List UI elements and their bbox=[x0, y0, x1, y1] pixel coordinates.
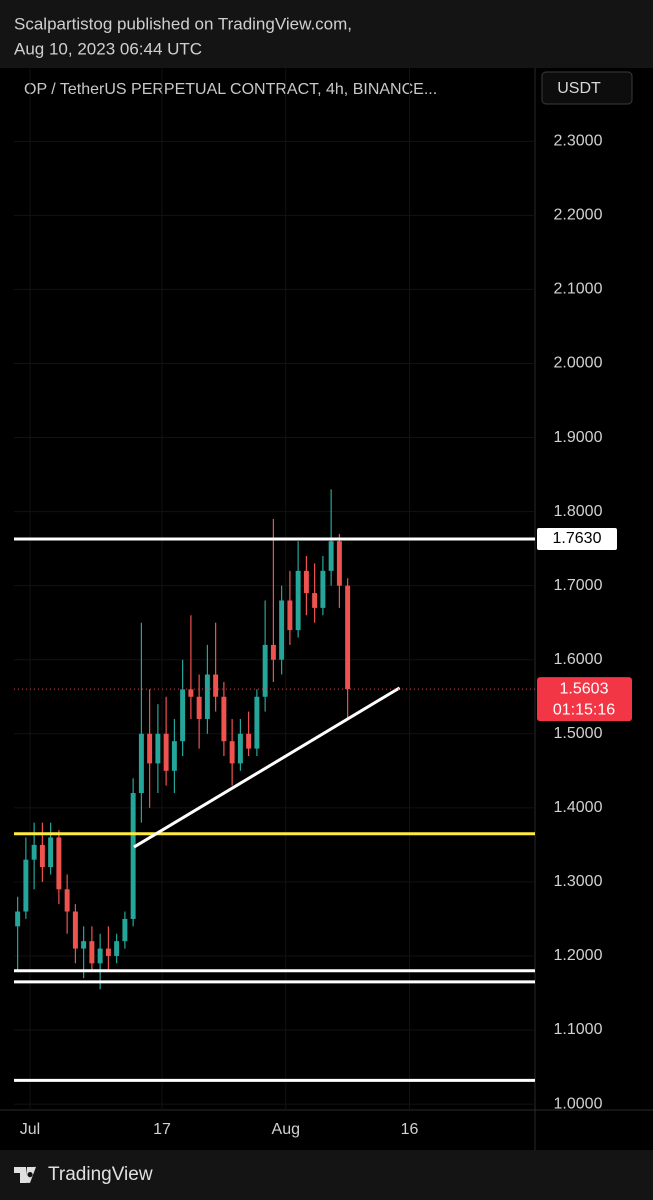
candle-body bbox=[114, 941, 120, 956]
price-label: 1.7630 bbox=[553, 530, 602, 547]
candle-body bbox=[15, 911, 21, 927]
candle-body bbox=[97, 948, 103, 964]
currency-button[interactable] bbox=[541, 71, 633, 105]
candle-body bbox=[48, 837, 54, 868]
y-tick-label: 2.2000 bbox=[554, 207, 603, 224]
candle-body bbox=[130, 793, 136, 919]
y-tick-label: 1.6000 bbox=[554, 651, 603, 668]
candle-body bbox=[303, 570, 309, 594]
y-tick-label: 2.0000 bbox=[554, 355, 603, 372]
candle-body bbox=[213, 674, 219, 697]
chart-panel bbox=[0, 68, 653, 1150]
publish-date: Aug 10, 2023 06:44 UTC bbox=[14, 39, 202, 58]
candle-body bbox=[287, 600, 293, 631]
axes: 1.0000 1.1000 1.2000 1.3000 1.4000 1.5000 1.60… bbox=[20, 133, 632, 1138]
candle-body bbox=[279, 600, 285, 660]
candle-body bbox=[320, 570, 326, 608]
candle-body bbox=[138, 733, 144, 794]
y-tick-label: 1.0000 bbox=[554, 1095, 603, 1112]
candle-body bbox=[39, 844, 45, 868]
candle-body bbox=[270, 644, 276, 660]
candle-body bbox=[345, 585, 351, 690]
brand: TradingView bbox=[48, 1164, 153, 1185]
candle-body bbox=[89, 941, 95, 964]
candle-body bbox=[180, 689, 186, 742]
candle-body bbox=[295, 570, 301, 631]
candle-body bbox=[155, 733, 161, 764]
x-tick-label: 17 bbox=[153, 1121, 171, 1138]
candle-body bbox=[221, 696, 227, 742]
y-tick-label: 1.1000 bbox=[554, 1021, 603, 1038]
plot-area bbox=[14, 68, 535, 1110]
candle-body bbox=[204, 674, 210, 719]
y-tick-label: 2.1000 bbox=[554, 281, 603, 298]
y-tick-label: 1.2000 bbox=[554, 947, 603, 964]
candle-body bbox=[72, 911, 78, 949]
candle-body bbox=[254, 696, 260, 749]
y-tick-label: 1.4000 bbox=[554, 799, 603, 816]
publisher-line: Scalpartistog published on TradingView.c… bbox=[14, 14, 352, 33]
y-tick-label: 1.8000 bbox=[554, 503, 603, 520]
candle-body bbox=[312, 593, 318, 608]
candle-body bbox=[336, 541, 342, 586]
last-price-box bbox=[537, 677, 632, 722]
x-tick-label: Aug bbox=[272, 1121, 300, 1138]
candle-body bbox=[147, 733, 153, 764]
y-tick-label: 1.7000 bbox=[554, 577, 603, 594]
candle-body bbox=[237, 733, 243, 764]
candle-body bbox=[105, 948, 111, 956]
last-price-label: 1.5603 bbox=[560, 680, 609, 697]
currency-label[interactable]: USDT bbox=[557, 80, 601, 97]
logo bbox=[14, 1166, 36, 1183]
candle-body bbox=[23, 859, 29, 912]
candle-body bbox=[188, 689, 194, 697]
y-tick-label: 1.5000 bbox=[554, 725, 603, 742]
candle-body bbox=[122, 918, 128, 942]
price-label-box bbox=[537, 528, 617, 551]
x-tick-label: 16 bbox=[401, 1121, 419, 1138]
y-tick-label: 1.9000 bbox=[554, 429, 603, 446]
countdown-label: 01:15:16 bbox=[553, 701, 615, 718]
candle-body bbox=[328, 541, 334, 571]
candle-body bbox=[64, 889, 70, 912]
y-tick-label: 2.3000 bbox=[554, 133, 603, 150]
trend-line bbox=[133, 686, 401, 849]
y-tick-label: 1.3000 bbox=[554, 873, 603, 890]
x-tick-label: Jul bbox=[20, 1121, 40, 1138]
candle-body bbox=[262, 644, 268, 697]
candle-body bbox=[246, 733, 252, 749]
candle-body bbox=[81, 941, 87, 949]
candle-body bbox=[163, 733, 169, 771]
candle-body bbox=[196, 696, 202, 719]
candle-body bbox=[31, 844, 37, 860]
candle-body bbox=[56, 837, 62, 890]
candle-body bbox=[229, 741, 235, 764]
symbol-title: OP / TetherUS PERPETUAL CONTRACT, 4h, BI… bbox=[24, 81, 437, 98]
candle-body bbox=[171, 741, 177, 771]
